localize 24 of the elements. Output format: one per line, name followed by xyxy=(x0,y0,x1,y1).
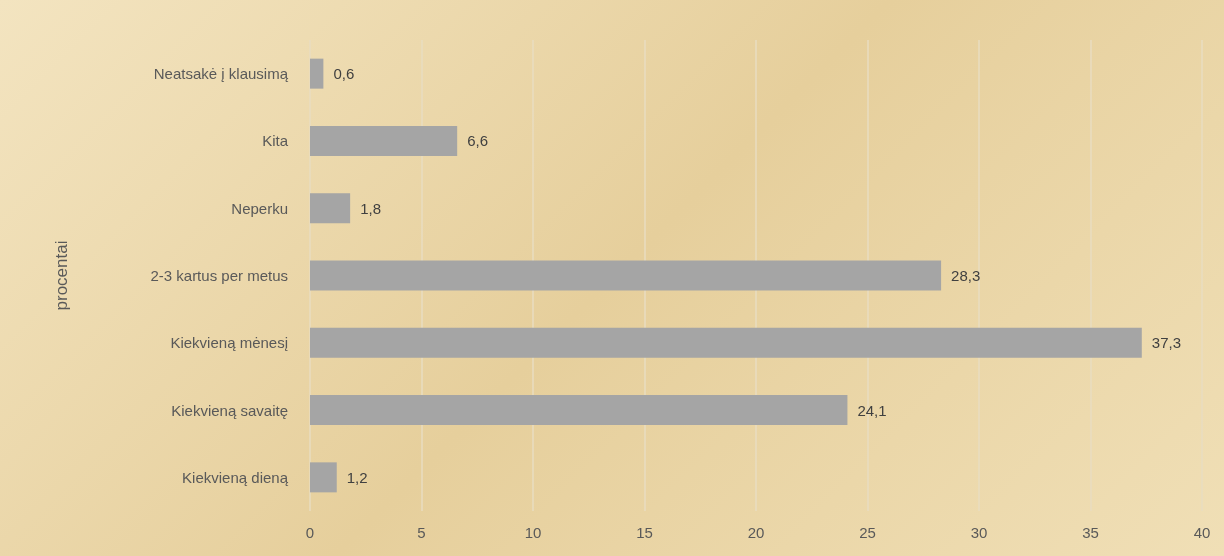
data-label: 6,6 xyxy=(467,132,489,150)
y-tick-label: 2-3 kartus per metus xyxy=(150,267,288,284)
y-axis-title: procentai xyxy=(52,240,71,311)
data-label: 1,2 xyxy=(346,468,368,486)
x-tick-label: 20 xyxy=(747,524,765,541)
x-tick-label: 0 xyxy=(305,524,315,541)
x-tick-label: 15 xyxy=(636,524,653,541)
x-tick-label: 5 xyxy=(417,524,426,541)
data-label: 1,8 xyxy=(360,199,381,217)
y-tick-label: Kiekvieną savaitę xyxy=(171,401,288,419)
y-tick-label: Kiekvieną mėnesį xyxy=(170,334,288,352)
x-tick-label: 35 xyxy=(1082,524,1099,541)
y-tick-label: Kita xyxy=(262,132,289,150)
data-label: 28,3 xyxy=(951,267,981,284)
y-tick-label: Neatsakė į klausimą xyxy=(153,65,289,83)
y-tick-label: Kiekvieną dieną xyxy=(182,468,289,486)
x-tick-label: 30 xyxy=(970,524,988,541)
data-label: 24,1 xyxy=(857,401,887,419)
x-tick-label: 40 xyxy=(1193,524,1211,541)
x-tick-label: 25 xyxy=(859,524,876,541)
data-label: 0,6 xyxy=(333,65,355,83)
y-tick-label: Neperku xyxy=(231,199,288,217)
x-tick-label: 10 xyxy=(524,524,542,541)
data-label: 37,3 xyxy=(1151,334,1181,352)
